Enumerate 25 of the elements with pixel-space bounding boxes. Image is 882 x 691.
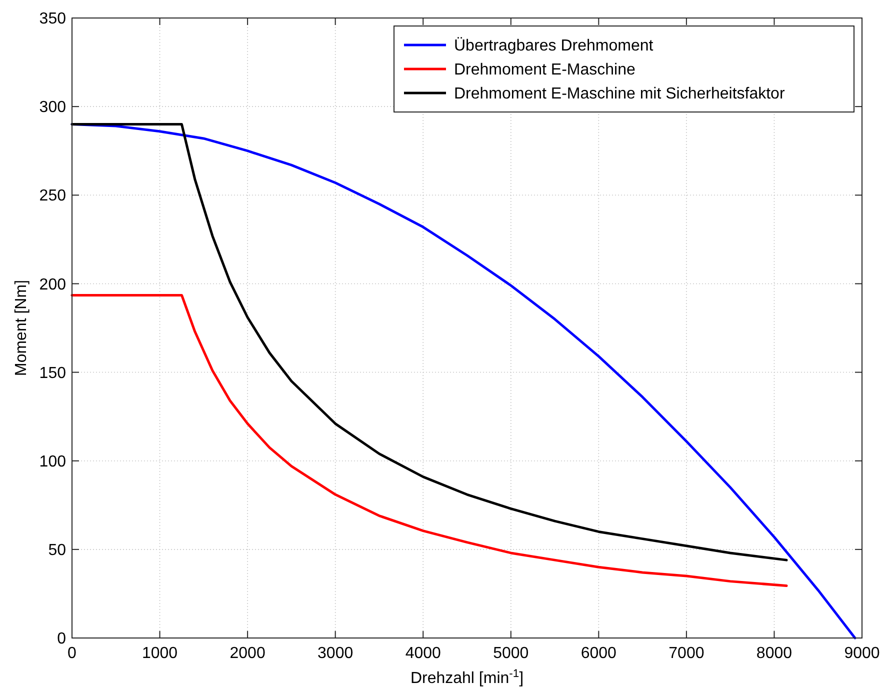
x-tick-label: 6000 [580,645,617,662]
x-tick-label: 8000 [756,645,792,662]
x-tick-label: 0 [68,645,77,662]
y-tick-label: 350 [39,10,66,28]
line-series [70,294,788,587]
y-tick-label: 300 [39,99,66,116]
x-tick-label: 1000 [142,645,178,662]
legend-label: Übertragbares Drehmoment [454,36,654,55]
y-tick-label: 150 [39,364,66,382]
x-axis-title: Drehzahl [min$^{-1}$] [410,668,524,687]
x-tick-label: 7000 [668,645,704,662]
y-tick-label: 200 [39,276,66,294]
x-tick-label: 4000 [405,645,442,662]
x-tick-label: 5000 [493,645,529,662]
y-tick-label: 0 [57,630,66,648]
legend-label: Drehmoment E-Maschine [454,62,636,79]
y-tick-label: 50 [48,542,66,560]
x-tick-label: 9000 [844,645,880,662]
x-tick-label: 2000 [230,645,266,662]
x-tick-label: 3000 [318,645,354,662]
y-tick-label: 100 [39,453,66,470]
line-series [70,123,788,562]
y-tick-label: 250 [39,188,66,205]
legend-label: Drehmoment E-Maschine mit Sicherheitsfaktor [454,86,786,103]
y-axis-title: Moment [Nm] [13,280,30,376]
